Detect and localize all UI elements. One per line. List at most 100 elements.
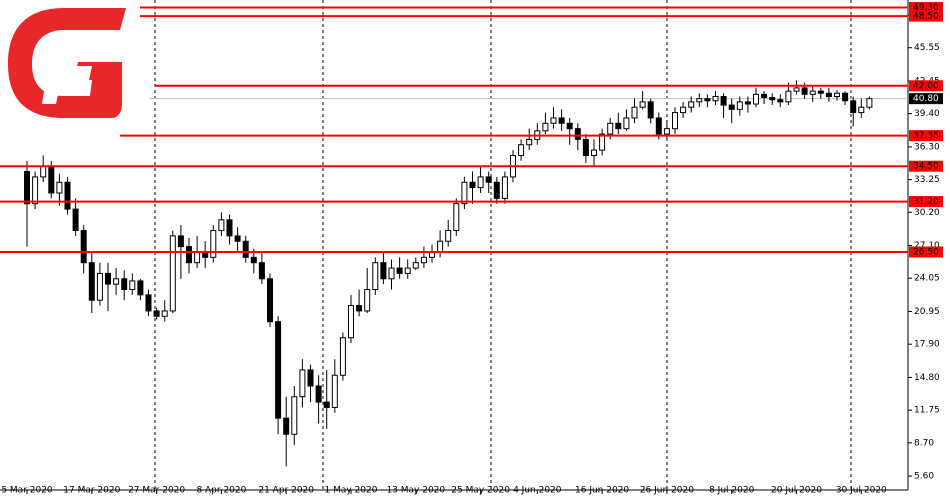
current-price-label: 40.80 — [913, 94, 939, 104]
candle-body — [169, 235, 176, 312]
candle-body — [817, 90, 824, 94]
candle-body — [250, 256, 257, 264]
candle-body — [56, 181, 63, 194]
level-label: 42.00 — [913, 81, 939, 91]
candle-body — [445, 230, 452, 242]
candle-body — [453, 203, 460, 232]
y-tick-label: 24.05 — [914, 274, 940, 284]
candle-body — [186, 246, 192, 264]
level-label-box — [909, 10, 943, 22]
x-tick-label: 13 May 2020 — [386, 486, 445, 496]
y-tick-label: 36.30 — [914, 142, 940, 152]
y-tick-label: 39.40 — [914, 109, 940, 119]
candle-body — [550, 117, 557, 124]
candle-body — [348, 305, 354, 339]
candle-body — [834, 92, 840, 97]
x-tick-label: 21 Apr 2020 — [258, 486, 314, 496]
candle-body — [704, 98, 711, 102]
candle-body — [599, 133, 606, 151]
candle-body — [242, 240, 249, 258]
candle-body — [696, 98, 703, 103]
candle-body — [769, 97, 776, 101]
x-tick-label: 8 Apr 2020 — [196, 486, 246, 496]
candle-body — [647, 101, 654, 119]
x-tick-label: 17 Mar 2020 — [63, 486, 120, 496]
candle-body — [339, 337, 346, 376]
candle-body — [404, 267, 411, 274]
candle-body — [380, 262, 387, 280]
logo-inner — [42, 42, 102, 104]
candle-body — [323, 401, 330, 408]
candle-body — [218, 219, 225, 232]
candle-body — [866, 98, 873, 108]
candle-body — [461, 181, 468, 205]
candle-body — [372, 262, 379, 290]
candle-body — [558, 117, 565, 124]
candle-body — [24, 171, 30, 205]
candle-body — [858, 106, 865, 114]
candle-body — [566, 122, 573, 130]
candle-body — [437, 240, 444, 253]
candle-body — [526, 138, 533, 146]
candle-body — [680, 106, 687, 114]
candle-body — [412, 262, 419, 269]
candle-body — [307, 369, 314, 387]
separators — [154, 0, 852, 490]
level-label-box — [909, 246, 943, 258]
candle-body — [728, 104, 735, 110]
y-tick-label: 17.90 — [914, 340, 940, 350]
candle-body — [518, 144, 525, 156]
candle-body — [672, 112, 678, 130]
y-tick-label: 33.25 — [914, 175, 940, 185]
candle-body — [153, 310, 160, 317]
candle-body — [485, 176, 492, 183]
y-tick-label: 8.70 — [914, 438, 934, 448]
candle-body — [226, 219, 233, 237]
candle-body — [48, 165, 55, 194]
candle-body — [744, 101, 751, 105]
candle-body — [210, 230, 217, 258]
candle-body — [258, 262, 265, 280]
candle-body — [234, 235, 241, 242]
candle-body — [582, 138, 589, 156]
candle-body — [469, 181, 476, 189]
candle-body — [631, 106, 638, 119]
y-tick-label: 11.75 — [914, 406, 940, 416]
candle-body — [809, 90, 816, 95]
candle-body — [177, 235, 184, 248]
candle-body — [477, 176, 484, 189]
y-tick-label: 5.60 — [914, 472, 934, 482]
logo — [0, 0, 132, 128]
candle-body — [194, 251, 201, 264]
candle-body — [736, 101, 743, 110]
candle-body — [777, 99, 784, 103]
candle-body — [64, 181, 71, 210]
level-label: 34.50 — [913, 162, 939, 172]
candle-body — [88, 262, 95, 301]
candle-body — [655, 117, 662, 135]
level-label: 48.50 — [913, 12, 939, 22]
candle-body — [712, 95, 719, 102]
candle-body — [785, 90, 792, 103]
candle-body — [574, 128, 581, 140]
candle-body — [72, 208, 79, 232]
y-tick-label: 14.80 — [914, 373, 940, 383]
candle-body — [113, 278, 120, 285]
current-price-box — [909, 93, 943, 105]
candle-body — [396, 267, 403, 274]
y-tick-label: 27.10 — [914, 241, 940, 251]
candle-body — [364, 288, 371, 312]
candle-body — [283, 417, 290, 435]
candle-body — [720, 95, 727, 106]
candle-body — [623, 117, 630, 130]
level-label: 37.35 — [913, 131, 939, 141]
candle-body — [542, 122, 549, 132]
candle-body — [275, 321, 282, 419]
candle-body — [607, 122, 614, 135]
level-label: 31.20 — [913, 197, 939, 207]
candle-body — [331, 374, 338, 408]
y-tick-label: 30.20 — [914, 208, 940, 218]
candle-body — [32, 176, 39, 205]
